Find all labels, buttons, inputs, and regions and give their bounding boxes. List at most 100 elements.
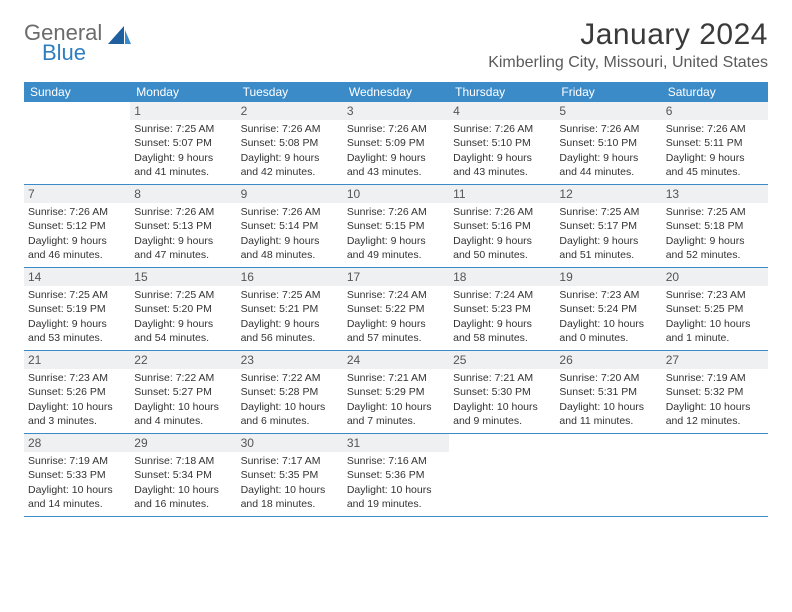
day-line: Sunset: 5:14 PM xyxy=(241,219,339,233)
day-number: 21 xyxy=(24,351,130,369)
logo-word2: Blue xyxy=(42,42,102,64)
day-content: Sunrise: 7:23 AMSunset: 5:26 PMDaylight:… xyxy=(28,371,126,428)
day-number: 22 xyxy=(130,351,236,369)
day-line: Sunrise: 7:24 AM xyxy=(347,288,445,302)
day-content: Sunrise: 7:26 AMSunset: 5:11 PMDaylight:… xyxy=(666,122,764,179)
day-line: Sunset: 5:11 PM xyxy=(666,136,764,150)
day-line: Sunrise: 7:19 AM xyxy=(28,454,126,468)
day-cell-21: 21 Sunrise: 7:23 AMSunset: 5:26 PMDayligh… xyxy=(24,351,130,433)
day-cell-empty xyxy=(24,102,130,184)
day-line: Sunrise: 7:26 AM xyxy=(241,122,339,136)
day-line: Sunrise: 7:26 AM xyxy=(347,205,445,219)
logo-sail-icon xyxy=(106,24,132,52)
day-number: 3 xyxy=(343,102,449,120)
weekday-sunday: Sunday xyxy=(24,82,130,102)
day-cell-14: 14Sunrise: 7:25 AMSunset: 5:19 PMDayligh… xyxy=(24,268,130,350)
day-line: Sunset: 5:25 PM xyxy=(666,302,764,316)
day-line: Sunset: 5:24 PM xyxy=(559,302,657,316)
day-line: Sunrise: 7:25 AM xyxy=(134,122,232,136)
day-number: 20 xyxy=(662,268,768,286)
weekday-saturday: Saturday xyxy=(662,82,768,102)
day-cell-27: 27Sunrise: 7:19 AMSunset: 5:32 PMDayligh… xyxy=(662,351,768,433)
day-number: 2 xyxy=(237,102,343,120)
location: Kimberling City, Missouri, United States xyxy=(488,54,768,72)
day-cell-20: 20Sunrise: 7:23 AMSunset: 5:25 PMDayligh… xyxy=(662,268,768,350)
week-row: 7Sunrise: 7:26 AMSunset: 5:12 PMDaylight… xyxy=(24,185,768,268)
day-line: Sunset: 5:12 PM xyxy=(28,219,126,233)
day-cell-empty xyxy=(449,434,555,516)
month-title: January 2024 xyxy=(488,18,768,52)
day-cell-16: 16Sunrise: 7:25 AMSunset: 5:21 PMDayligh… xyxy=(237,268,343,350)
day-content: Sunrise: 7:26 AMSunset: 5:13 PMDaylight:… xyxy=(134,205,232,262)
day-cell-1: 1Sunrise: 7:25 AMSunset: 5:07 PMDaylight… xyxy=(130,102,236,184)
day-number: 27 xyxy=(662,351,768,369)
weekday-thursday: Thursday xyxy=(449,82,555,102)
day-line: Sunrise: 7:26 AM xyxy=(28,205,126,219)
day-line: Sunset: 5:19 PM xyxy=(28,302,126,316)
day-content: Sunrise: 7:18 AMSunset: 5:34 PMDaylight:… xyxy=(134,454,232,511)
day-number: 1 xyxy=(130,102,236,120)
day-line: Daylight: 9 hours and 51 minutes. xyxy=(559,234,657,262)
day-line: Sunrise: 7:23 AM xyxy=(28,371,126,385)
day-line: Sunrise: 7:21 AM xyxy=(347,371,445,385)
day-number: 8 xyxy=(130,185,236,203)
logo: General Blue xyxy=(24,22,72,64)
day-cell-11: 11Sunrise: 7:26 AMSunset: 5:16 PMDayligh… xyxy=(449,185,555,267)
weekday-wednesday: Wednesday xyxy=(343,82,449,102)
day-line: Daylight: 9 hours and 58 minutes. xyxy=(453,317,551,345)
day-number: 23 xyxy=(237,351,343,369)
day-line: Daylight: 9 hours and 46 minutes. xyxy=(28,234,126,262)
day-line: Sunset: 5:30 PM xyxy=(453,385,551,399)
day-line: Sunrise: 7:25 AM xyxy=(241,288,339,302)
day-cell-empty xyxy=(555,434,661,516)
day-number: 31 xyxy=(343,434,449,452)
day-line: Sunset: 5:22 PM xyxy=(347,302,445,316)
day-number: 4 xyxy=(449,102,555,120)
day-cell-24: 24Sunrise: 7:21 AMSunset: 5:29 PMDayligh… xyxy=(343,351,449,433)
weekday-monday: Monday xyxy=(130,82,236,102)
day-line: Sunset: 5:16 PM xyxy=(453,219,551,233)
day-line: Sunrise: 7:25 AM xyxy=(134,288,232,302)
day-number: 14 xyxy=(24,268,130,286)
day-line: Daylight: 9 hours and 45 minutes. xyxy=(666,151,764,179)
day-line: Sunrise: 7:22 AM xyxy=(241,371,339,385)
day-content: Sunrise: 7:17 AMSunset: 5:35 PMDaylight:… xyxy=(241,454,339,511)
day-cell-29: 29Sunrise: 7:18 AMSunset: 5:34 PMDayligh… xyxy=(130,434,236,516)
day-line: Daylight: 10 hours and 6 minutes. xyxy=(241,400,339,428)
day-line: Daylight: 9 hours and 53 minutes. xyxy=(28,317,126,345)
day-line: Sunset: 5:33 PM xyxy=(28,468,126,482)
weeks-container: 1Sunrise: 7:25 AMSunset: 5:07 PMDaylight… xyxy=(24,102,768,517)
day-line: Sunset: 5:10 PM xyxy=(559,136,657,150)
day-content: Sunrise: 7:26 AMSunset: 5:14 PMDaylight:… xyxy=(241,205,339,262)
day-cell-7: 7Sunrise: 7:26 AMSunset: 5:12 PMDaylight… xyxy=(24,185,130,267)
day-line: Daylight: 9 hours and 42 minutes. xyxy=(241,151,339,179)
day-content: Sunrise: 7:26 AMSunset: 5:10 PMDaylight:… xyxy=(559,122,657,179)
day-cell-17: 17Sunrise: 7:24 AMSunset: 5:22 PMDayligh… xyxy=(343,268,449,350)
day-line: Sunrise: 7:17 AM xyxy=(241,454,339,468)
day-cell-9: 9Sunrise: 7:26 AMSunset: 5:14 PMDaylight… xyxy=(237,185,343,267)
day-line: Daylight: 10 hours and 11 minutes. xyxy=(559,400,657,428)
day-content: Sunrise: 7:26 AMSunset: 5:09 PMDaylight:… xyxy=(347,122,445,179)
day-line: Daylight: 10 hours and 4 minutes. xyxy=(134,400,232,428)
day-number: 11 xyxy=(449,185,555,203)
day-line: Sunset: 5:36 PM xyxy=(347,468,445,482)
day-cell-2: 2Sunrise: 7:26 AMSunset: 5:08 PMDaylight… xyxy=(237,102,343,184)
day-line: Sunset: 5:29 PM xyxy=(347,385,445,399)
day-line: Sunset: 5:21 PM xyxy=(241,302,339,316)
day-line: Sunrise: 7:24 AM xyxy=(453,288,551,302)
day-number: 26 xyxy=(555,351,661,369)
day-content: Sunrise: 7:19 AMSunset: 5:33 PMDaylight:… xyxy=(28,454,126,511)
day-line: Sunset: 5:28 PM xyxy=(241,385,339,399)
day-number: 15 xyxy=(130,268,236,286)
day-line: Sunset: 5:15 PM xyxy=(347,219,445,233)
day-line: Daylight: 10 hours and 14 minutes. xyxy=(28,483,126,511)
day-line: Sunrise: 7:23 AM xyxy=(666,288,764,302)
day-line: Daylight: 9 hours and 48 minutes. xyxy=(241,234,339,262)
weekday-tuesday: Tuesday xyxy=(237,82,343,102)
day-line: Sunset: 5:13 PM xyxy=(134,219,232,233)
day-content: Sunrise: 7:26 AMSunset: 5:15 PMDaylight:… xyxy=(347,205,445,262)
day-cell-30: 30Sunrise: 7:17 AMSunset: 5:35 PMDayligh… xyxy=(237,434,343,516)
day-content: Sunrise: 7:21 AMSunset: 5:30 PMDaylight:… xyxy=(453,371,551,428)
day-cell-13: 13Sunrise: 7:25 AMSunset: 5:18 PMDayligh… xyxy=(662,185,768,267)
day-line: Sunset: 5:23 PM xyxy=(453,302,551,316)
